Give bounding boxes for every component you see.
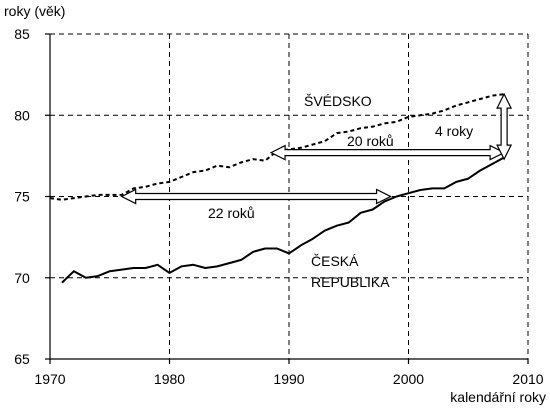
y-tick-label-75: 75: [14, 189, 30, 205]
series-lines: [49, 93, 505, 284]
x-tick-label-2010: 2010: [512, 371, 543, 387]
series-line-czech: [61, 156, 505, 284]
x-tick-label-2000: 2000: [393, 371, 424, 387]
x-tick-label-1990: 1990: [273, 371, 304, 387]
series-line-sweden: [49, 93, 505, 201]
x-axis-title: kalendářní roky: [450, 389, 546, 405]
y-axis-title: roky (věk): [4, 3, 65, 19]
x-tick-labels: 1970 1980 1990 2000 2010: [34, 371, 543, 387]
y-tick-label-85: 85: [14, 26, 30, 42]
axes: [45, 33, 529, 364]
series-label-sweden: ŠVÉDSKO: [304, 93, 372, 109]
annotation-22-years: 22 roků: [208, 205, 255, 221]
annotations: [120, 92, 513, 205]
annotation-20-years: 20 roků: [347, 133, 394, 149]
x-tick-label-1970: 1970: [34, 371, 65, 387]
y-tick-labels: 65 70 75 80 85: [14, 26, 30, 367]
y-tick-label-65: 65: [14, 351, 30, 367]
series-label-czech-line2: REPUBLIKA: [311, 274, 390, 290]
arrow-22-years: [120, 188, 392, 205]
series-label-czech-line1: ČESKÁ: [311, 253, 359, 269]
annotation-4-years: 4 roky: [435, 123, 473, 139]
y-tick-label-70: 70: [14, 270, 30, 286]
x-tick-label-1980: 1980: [154, 371, 185, 387]
arrow-4-years: [496, 92, 513, 161]
y-tick-label-80: 80: [14, 107, 30, 123]
series-label-czech: ČESKÁ REPUBLIKA: [311, 253, 390, 290]
